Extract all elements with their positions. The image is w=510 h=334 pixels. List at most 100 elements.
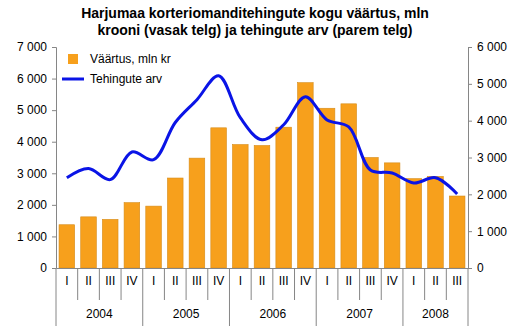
bar — [449, 196, 465, 268]
tick-mark — [468, 121, 472, 122]
group-separator — [229, 268, 230, 326]
line — [67, 76, 457, 194]
group-label: 2005 — [173, 307, 200, 321]
tick-label: II — [432, 274, 439, 288]
category-tick — [121, 268, 122, 300]
bar — [254, 146, 270, 268]
tick: 4 000 — [468, 114, 507, 128]
tick-mark — [468, 194, 472, 195]
tick-label: 4 000 — [477, 114, 507, 128]
tick: 3 000 — [17, 167, 56, 181]
category-tick — [294, 268, 295, 300]
tick-mark — [52, 268, 56, 269]
chart: Harjumaa korteriomanditehingute kogu vää… — [0, 0, 510, 334]
tick-mark — [52, 47, 56, 48]
tick-mark — [52, 236, 56, 237]
group-separator — [468, 268, 469, 326]
legend-swatch — [68, 54, 78, 64]
tick: IV — [386, 274, 397, 288]
y2-axis: 01 0002 0003 0004 0005 0006 000 — [468, 40, 507, 275]
tick-mark — [52, 79, 56, 80]
category-tick — [186, 268, 187, 300]
bar — [167, 178, 183, 268]
tick-label: 3 000 — [477, 151, 507, 165]
tick-mark — [468, 231, 472, 232]
bar — [59, 225, 75, 268]
tick-label: 2 000 — [17, 198, 47, 212]
tick: III — [279, 274, 289, 288]
tick: 2 000 — [17, 198, 56, 212]
tick: I — [152, 274, 155, 288]
title-line: Harjumaa korteriomanditehingute kogu vää… — [81, 5, 429, 21]
tick-label: III — [365, 274, 375, 288]
category-tick — [446, 268, 447, 300]
tick: III — [452, 274, 462, 288]
bar — [384, 163, 400, 268]
tick-mark — [468, 268, 472, 269]
tick-label: I — [152, 274, 155, 288]
bar — [298, 83, 314, 268]
tick: I — [65, 274, 68, 288]
group-label: 2006 — [259, 307, 286, 321]
tick: II — [432, 274, 439, 288]
tick-label: III — [452, 274, 462, 288]
tick-label: 7 000 — [17, 40, 47, 54]
tick-label: II — [259, 274, 266, 288]
legend-label: Väärtus, mln kr — [90, 52, 171, 66]
tick: IV — [300, 274, 311, 288]
tick: II — [259, 274, 266, 288]
bar — [319, 108, 335, 268]
tick-label: 5 000 — [17, 103, 47, 117]
group-label: 2007 — [346, 307, 373, 321]
tick-label: IV — [213, 274, 224, 288]
x-axis: IIIIIIIVIIIIIIIVIIIIIIIVIIIIIIIVIIIIII — [57, 269, 469, 288]
tick: 0 — [40, 261, 56, 275]
tick-label: IV — [126, 274, 137, 288]
tick: 5 000 — [17, 103, 56, 117]
tick: 0 — [468, 261, 484, 275]
tick-label: 4 000 — [17, 135, 47, 149]
bar — [406, 179, 422, 268]
legend-swatch — [62, 78, 84, 81]
category-tick — [337, 268, 338, 300]
tick: 3 000 — [468, 151, 507, 165]
tick: 6 000 — [468, 40, 507, 54]
tick-mark — [468, 84, 472, 85]
tick-mark — [468, 47, 472, 48]
category-tick — [207, 268, 208, 300]
tick-label: 3 000 — [17, 167, 47, 181]
bar-series — [59, 83, 465, 268]
tick: IV — [126, 274, 137, 288]
tick-label: III — [105, 274, 115, 288]
tick-label: I — [412, 274, 415, 288]
tick: 7 000 — [17, 40, 56, 54]
tick: II — [172, 274, 179, 288]
category-tick — [381, 268, 382, 300]
tick-label: 2 000 — [477, 188, 507, 202]
group-separator — [402, 268, 403, 326]
axis-line — [469, 48, 473, 269]
tick-label: II — [172, 274, 179, 288]
tick: 6 000 — [17, 72, 56, 86]
tick-label: 6 000 — [17, 72, 47, 86]
bar — [146, 206, 162, 268]
category-tick — [272, 268, 273, 300]
tick: II — [345, 274, 352, 288]
tick: 4 000 — [17, 135, 56, 149]
tick-label: III — [192, 274, 202, 288]
tick: 2 000 — [468, 188, 507, 202]
group-separator — [316, 268, 317, 326]
y-axis: 01 0002 0003 0004 0005 0006 0007 000 — [17, 40, 57, 275]
category-tick — [251, 268, 252, 300]
category-tick — [424, 268, 425, 300]
bar — [124, 203, 140, 268]
tick-mark — [52, 205, 56, 206]
tick-label: I — [239, 274, 242, 288]
tick-label: 6 000 — [477, 40, 507, 54]
tick: III — [192, 274, 202, 288]
bar — [428, 176, 444, 268]
group-separator — [142, 268, 143, 326]
category-separators — [56, 268, 468, 326]
group-separator — [56, 268, 57, 326]
tick-label: IV — [386, 274, 397, 288]
